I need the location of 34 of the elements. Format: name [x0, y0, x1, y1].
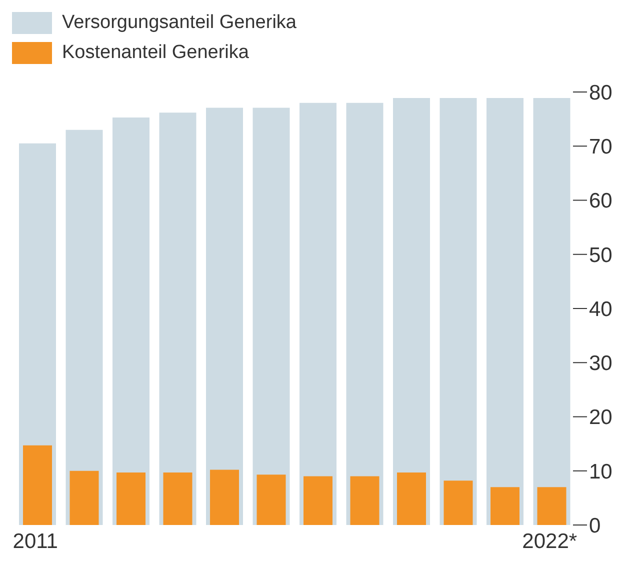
bar — [350, 476, 380, 525]
y-tick-label: 80 — [589, 81, 612, 104]
y-tick-label: 70 — [589, 136, 612, 159]
bar — [486, 98, 524, 525]
bar — [70, 470, 99, 525]
y-tick-label: 50 — [589, 244, 612, 267]
legend-label: Versorgungsanteil Generika — [62, 11, 296, 35]
x-tick-label: 2011 — [12, 530, 58, 553]
bar — [304, 476, 332, 525]
bar — [397, 472, 426, 525]
bar — [23, 445, 52, 525]
bar — [210, 470, 239, 525]
y-tick-label: 60 — [589, 190, 612, 213]
bar — [256, 474, 286, 525]
bar — [206, 108, 243, 525]
bar — [533, 98, 570, 525]
bar — [440, 98, 477, 525]
bar — [300, 102, 336, 525]
bar — [537, 487, 566, 525]
bar — [163, 472, 192, 525]
legend-label: Kostenanteil Generika — [62, 41, 249, 65]
x-tick-label: 2022* — [522, 530, 578, 553]
bar — [159, 112, 196, 525]
bar — [444, 480, 473, 525]
bar — [116, 472, 146, 525]
y-tick-label: 0 — [589, 514, 601, 538]
y-tick-label: 30 — [589, 352, 612, 376]
bar — [490, 487, 520, 525]
y-tick-label: 20 — [589, 406, 612, 430]
bar — [66, 130, 103, 525]
bar — [346, 102, 384, 525]
y-tick-label: 10 — [589, 460, 612, 484]
y-tick-label: 40 — [589, 298, 612, 321]
bar — [252, 108, 290, 525]
